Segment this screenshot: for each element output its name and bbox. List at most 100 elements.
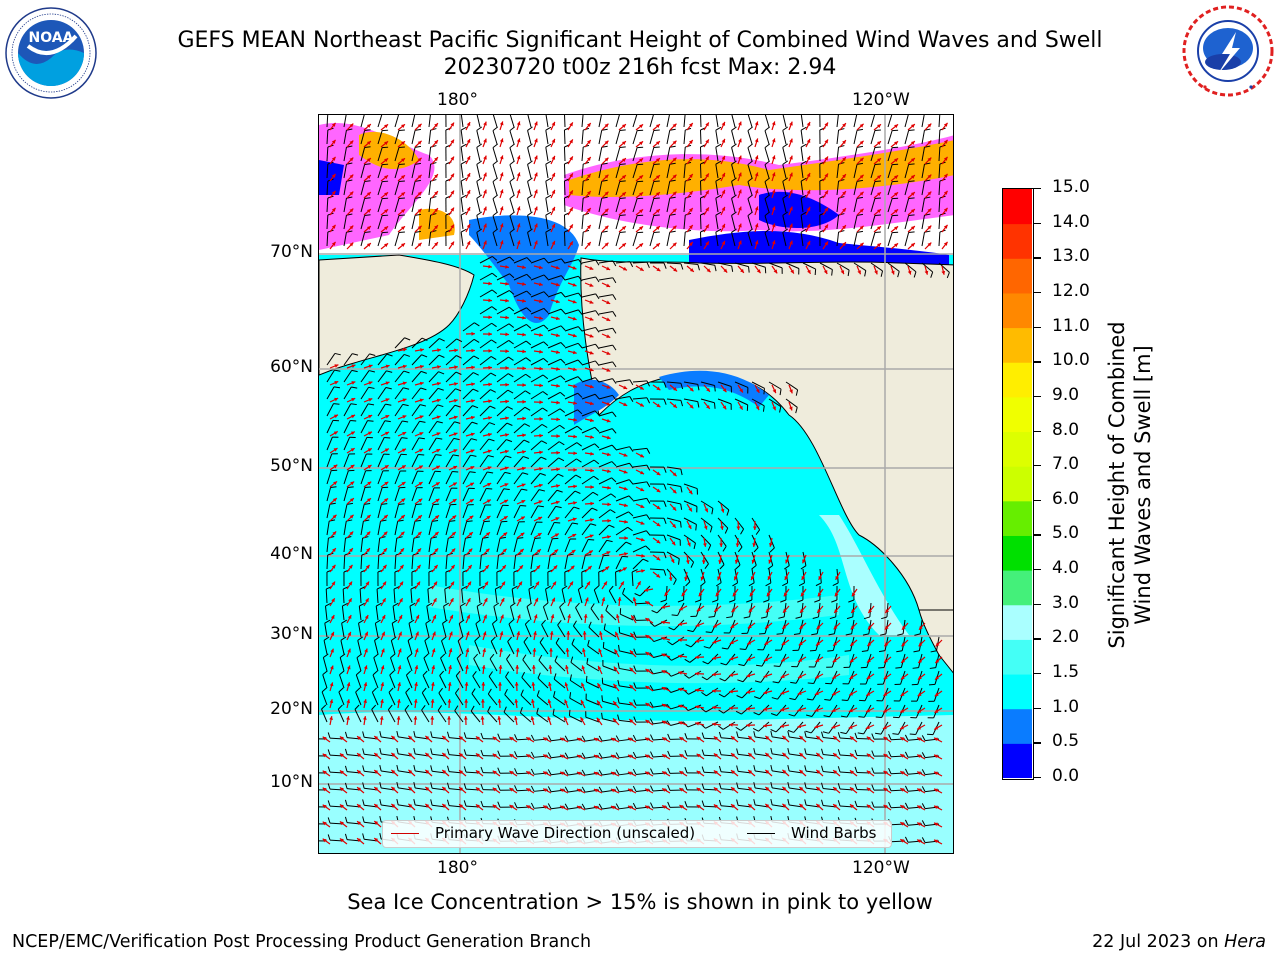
wave-arrow-head <box>721 172 726 177</box>
wave-arrow-head <box>470 449 475 453</box>
wave-arrow-head <box>849 804 854 809</box>
wind-barb <box>598 327 613 332</box>
wind-barb <box>649 181 655 196</box>
wind-barb-flag <box>646 514 651 520</box>
wind-barb-flag <box>633 682 637 689</box>
wave-arrow-head <box>331 598 335 603</box>
wind-barb <box>423 657 430 672</box>
wave-arrow-head <box>401 158 405 163</box>
wind-barb-flag <box>731 211 737 216</box>
wind-barb-flag <box>921 837 926 843</box>
wave-arrow-head <box>413 716 418 720</box>
wind-barb <box>373 657 379 672</box>
wind-barb-flag <box>904 768 909 775</box>
wind-barb-flag <box>703 646 710 649</box>
wave-arrow-head <box>789 189 793 194</box>
wind-barb-flag <box>347 486 354 488</box>
wave-arrow-head <box>706 387 710 392</box>
wave-arrow-head <box>607 535 611 539</box>
wind-barb-flag <box>525 340 532 346</box>
wind-barb-flag <box>491 289 498 295</box>
wind-barb-flag <box>888 768 892 774</box>
wind-barb-flag <box>788 713 795 717</box>
wave-arrow-head <box>800 592 805 597</box>
wave-arrow-head <box>815 674 820 679</box>
wind-barb <box>632 545 646 553</box>
wave-arrow-head <box>729 706 733 711</box>
wind-barb-flag <box>356 653 363 658</box>
wind-barb <box>530 555 534 570</box>
wind-barb-flag <box>711 599 718 603</box>
wind-barb-flag <box>780 599 787 603</box>
wave-arrow-head <box>814 724 819 729</box>
wind-barb-flag <box>362 833 365 840</box>
wave-arrow-head <box>416 598 420 603</box>
wind-barb-flag <box>527 177 533 182</box>
wind-barb <box>445 471 453 485</box>
wave-arrow-head <box>430 682 435 686</box>
wind-barb-flag <box>364 503 371 505</box>
wind-barb-flag <box>663 483 667 490</box>
wave-arrow-head <box>781 657 786 662</box>
wave-arrow-head <box>521 500 526 504</box>
wind-barb <box>462 488 470 502</box>
wave-arrow-head <box>798 658 803 662</box>
wave-arrow-head <box>721 189 726 194</box>
wind-barb <box>520 712 532 723</box>
wind-barb-flag <box>800 228 807 233</box>
wind-barb-flag <box>753 712 760 716</box>
wave-arrow-head <box>332 531 337 536</box>
wind-barb-flag <box>504 688 508 695</box>
wind-barb-flag <box>782 582 788 587</box>
wind-barb <box>375 606 379 621</box>
wave-arrow-head <box>437 365 441 369</box>
wind-barb <box>836 181 840 196</box>
wave-arrow-head <box>339 804 344 809</box>
wave-arrow-head <box>538 299 543 304</box>
wind-barb <box>394 215 400 230</box>
wave-arrow-head <box>466 240 471 245</box>
wind-barb-flag <box>525 373 531 379</box>
wave-arrow-head <box>442 804 447 808</box>
wind-barb-flag <box>848 599 855 603</box>
wind-barb-flag <box>619 129 626 132</box>
wind-barb <box>717 517 729 529</box>
wind-barb <box>360 353 370 366</box>
wind-barb <box>428 437 437 451</box>
wave-arrow-head <box>802 559 806 564</box>
wind-barb-flag <box>736 799 739 806</box>
wind-barb-flag <box>508 306 515 312</box>
wave-arrow-head <box>918 642 923 647</box>
wind-barb <box>539 642 549 655</box>
wind-barb <box>530 391 544 400</box>
wave-arrow-head <box>866 692 871 696</box>
wind-barb <box>887 147 893 162</box>
wave-arrow-head <box>452 499 457 503</box>
wave-arrow-head <box>610 771 615 776</box>
wind-barb-flag <box>364 129 371 131</box>
wave-arrow-head <box>333 448 338 452</box>
wave-arrow-head <box>560 788 565 793</box>
wind-barb <box>921 181 925 196</box>
wind-barb <box>683 215 686 230</box>
wave-arrow-head <box>556 383 560 388</box>
wave-arrow-head <box>436 449 441 453</box>
wind-barb-flag <box>625 541 632 545</box>
wind-barb-flag <box>754 696 761 700</box>
wind-barb-flag <box>344 731 348 738</box>
wave-arrow-head <box>695 655 699 660</box>
wind-barb <box>460 147 464 162</box>
wind-barb-flag <box>784 565 790 570</box>
wave-arrow-head <box>573 467 577 472</box>
wind-barb <box>666 534 681 541</box>
wave-arrow-head <box>465 631 470 636</box>
wave-arrow-head <box>865 725 870 729</box>
wind-barb-flag <box>769 547 775 553</box>
wave-arrow-head <box>483 172 487 177</box>
wind-barb <box>496 472 506 485</box>
wind-barb <box>547 391 561 400</box>
wind-barb-flag <box>521 671 526 678</box>
wave-arrow-head <box>943 156 948 161</box>
wind-barb <box>921 232 925 247</box>
wind-barb-flag <box>649 718 654 725</box>
